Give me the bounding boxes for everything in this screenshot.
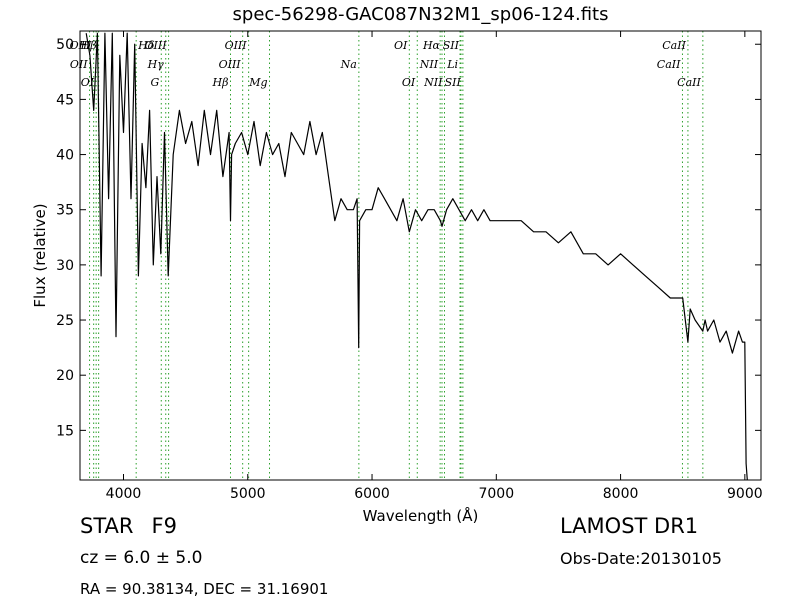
line-label-11: Mg bbox=[248, 76, 267, 89]
line-label-13: OI bbox=[394, 39, 408, 52]
line-label-23: CaII bbox=[677, 76, 701, 89]
y-tick-label-20: 20 bbox=[56, 368, 74, 384]
line-label-20: SII bbox=[445, 76, 462, 89]
line-labels: OIIOIIIHβOIHδOIIIHγGOIIIHβOIIIMgNaOIOIHα… bbox=[70, 39, 702, 89]
survey-label: LAMOST DR1 bbox=[560, 514, 699, 538]
line-label-16: NII bbox=[419, 58, 439, 71]
line-label-2: Hβ bbox=[80, 39, 97, 52]
spectrum-line-layer bbox=[85, 32, 748, 481]
line-label-19: Li bbox=[446, 58, 458, 71]
sky-coordinates: RA = 90.38134, DEC = 31.16901 bbox=[80, 580, 329, 598]
x-tick-label-4000: 4000 bbox=[106, 486, 142, 502]
x-tick-label-6000: 6000 bbox=[354, 486, 390, 502]
x-axis-label: Wavelength (Å) bbox=[363, 506, 479, 525]
y-tick-label-35: 35 bbox=[56, 203, 74, 219]
line-label-9: Hβ bbox=[212, 76, 229, 89]
line-label-10: OIII bbox=[219, 58, 242, 71]
x-tick-label-9000: 9000 bbox=[727, 486, 763, 502]
object-subclass: F9 bbox=[151, 514, 177, 538]
emission-line-markers bbox=[89, 31, 704, 480]
redshift-value: cz = 6.0 ± 5.0 bbox=[80, 548, 203, 568]
object-class: STAR F9 bbox=[80, 514, 177, 538]
object-class-label: STAR bbox=[80, 514, 134, 538]
line-label-22: CaII bbox=[657, 58, 681, 71]
y-tick-label-50: 50 bbox=[56, 37, 74, 53]
line-label-6: Hγ bbox=[147, 58, 165, 71]
axes: 4000 5000 6000 7000 8000 9000 15 20 25 30 35 40 45 50… bbox=[31, 30, 763, 525]
y-tick-label-45: 45 bbox=[56, 92, 74, 108]
y-tick-label-15: 15 bbox=[56, 423, 74, 439]
plot-frame bbox=[79, 30, 762, 481]
chart-title: spec-56298-GAC087N32M1_sp06-124.fits bbox=[232, 4, 609, 25]
line-label-0: OII bbox=[70, 58, 88, 71]
line-label-7: G bbox=[150, 76, 159, 89]
line-label-14: OI bbox=[402, 76, 416, 89]
x-tick-label-7000: 7000 bbox=[478, 486, 514, 502]
line-label-12: Na bbox=[340, 58, 357, 71]
x-tick-label-8000: 8000 bbox=[603, 486, 639, 502]
spectrum-line bbox=[85, 32, 748, 481]
y-tick-label-40: 40 bbox=[56, 148, 74, 164]
line-label-3: OI bbox=[81, 76, 95, 89]
y-axis-label: Flux (relative) bbox=[31, 203, 49, 307]
y-tick-label-25: 25 bbox=[56, 313, 74, 329]
line-label-5: OIII bbox=[145, 39, 168, 52]
line-label-18: SII bbox=[443, 39, 460, 52]
y-tick-label-30: 30 bbox=[56, 258, 74, 274]
line-label-21: CaII bbox=[662, 39, 686, 52]
line-label-1: OIII bbox=[70, 39, 93, 52]
observation-date: Obs-Date:20130105 bbox=[560, 549, 722, 568]
line-label-17: NII bbox=[423, 76, 443, 89]
line-label-4: Hδ bbox=[137, 39, 155, 52]
line-label-15: Hα bbox=[422, 39, 441, 52]
line-label-8: OIII bbox=[225, 39, 248, 52]
x-tick-label-5000: 5000 bbox=[230, 486, 266, 502]
